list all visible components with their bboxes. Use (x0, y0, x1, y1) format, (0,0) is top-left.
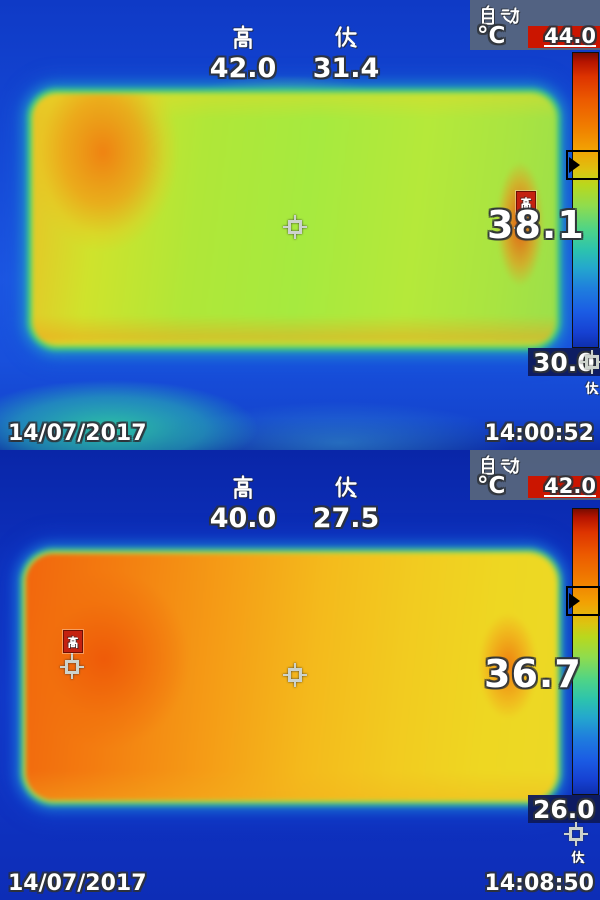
low-label-glyph (335, 26, 357, 48)
high-label-glyph (233, 25, 253, 49)
unit-label: °C (477, 473, 506, 499)
auto-mode-glyph-dong (500, 7, 520, 24)
hot-spot-reticle (514, 216, 538, 240)
low-temp-value: 27.5 (312, 503, 380, 534)
temperature-scale-bar (572, 508, 599, 795)
high-marker-glyph (68, 635, 78, 648)
scale-level-marker (566, 150, 600, 180)
auto-mode-glyph-zi (482, 455, 494, 475)
low-label-glyph (335, 476, 357, 498)
hot-spot-reticle (60, 655, 84, 679)
scale-min-value: 26.0 (533, 794, 595, 824)
phone-heat-signature (26, 554, 556, 800)
high-label-glyph (233, 475, 253, 499)
scale-level-marker (566, 586, 600, 616)
low-temp-value: 31.4 (312, 53, 380, 84)
thermal-frame-2: 40.0 27.5 °C 42.0 26.0 (0, 450, 600, 900)
right-arrow-icon (569, 593, 580, 609)
low-marker-glyph (585, 381, 599, 395)
scale-max-value: 42.0 (544, 474, 596, 498)
auto-mode-glyph-dong (500, 457, 520, 474)
right-arrow-icon (569, 157, 580, 173)
temperature-scale-bar (572, 52, 599, 348)
scale-min-badge: 30.0 (528, 348, 600, 377)
marker-stem (71, 651, 73, 658)
spot-temp-value: 36.7 (484, 652, 582, 696)
scale-max-value: 44.0 (544, 24, 596, 48)
scale-min-badge: 26.0 (528, 794, 600, 824)
scale-max-badge: 44.0 (528, 26, 600, 48)
time-stamp: 14:08:50 (484, 871, 594, 896)
high-temp-value: 40.0 (209, 503, 277, 534)
low-spot-reticle (564, 822, 588, 846)
center-spot-reticle (283, 215, 307, 239)
date-stamp: 14/07/2017 (8, 421, 147, 446)
scale-max-badge: 42.0 (528, 476, 600, 498)
low-marker-glyph (571, 850, 585, 864)
hot-spot-label (63, 630, 83, 653)
low-spot-reticle (580, 350, 600, 374)
marker-stem (524, 212, 526, 219)
unit-label: °C (477, 23, 506, 49)
high-temp-value: 42.0 (209, 53, 277, 84)
spot-temp-value: 38.1 (487, 203, 585, 247)
thermal-frame-1: 42.0 31.4 °C 44.0 30.0 (0, 0, 600, 450)
date-stamp: 14/07/2017 (8, 871, 147, 896)
hot-spot-label (516, 191, 536, 214)
auto-mode-glyph-zi (482, 5, 494, 25)
time-stamp: 14:00:52 (484, 421, 594, 446)
center-spot-reticle (283, 663, 307, 687)
high-marker-glyph (521, 196, 531, 209)
